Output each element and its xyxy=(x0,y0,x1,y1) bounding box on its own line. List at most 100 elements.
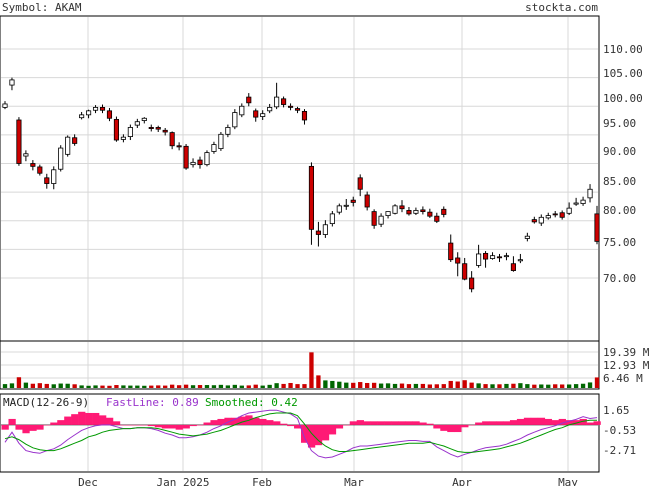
candle-body xyxy=(399,205,405,210)
candle-body xyxy=(510,263,516,271)
volume-bar xyxy=(573,384,579,388)
volume-bar xyxy=(100,385,105,388)
candle-body xyxy=(99,106,106,111)
macd-histogram-bar xyxy=(391,421,399,425)
candle-body xyxy=(253,110,259,118)
volume-bars xyxy=(2,352,600,388)
candle-body xyxy=(531,219,537,223)
candle-body xyxy=(23,153,29,157)
candle-body xyxy=(274,96,280,108)
candle-body xyxy=(489,255,496,259)
macd-histogram-bar xyxy=(196,424,204,426)
candle-body xyxy=(503,255,510,258)
volume-bar xyxy=(9,383,15,388)
volume-bar xyxy=(44,383,49,388)
volume-bar xyxy=(580,383,586,388)
candle-body xyxy=(427,211,433,217)
candle-body xyxy=(169,132,175,147)
macd-histogram-bar xyxy=(140,424,149,426)
volume-bar xyxy=(399,383,405,388)
candle-body xyxy=(476,253,482,266)
volume-bar xyxy=(190,385,196,388)
candle-body xyxy=(441,208,447,215)
macd-histogram-bar xyxy=(224,417,232,425)
macd-histogram-bar xyxy=(189,424,197,427)
macd-histogram-bar xyxy=(99,415,107,425)
volume-bar xyxy=(37,383,42,388)
candle-body xyxy=(246,96,252,104)
candle-body xyxy=(204,152,210,166)
macd-histogram-bar xyxy=(370,421,378,425)
volume-bar xyxy=(532,384,537,388)
candle-body xyxy=(51,169,57,184)
candle-body xyxy=(524,235,530,239)
macd-histogram-bar xyxy=(530,417,539,425)
volume-bar xyxy=(518,383,523,388)
candle-body xyxy=(343,204,349,207)
volume-bar xyxy=(128,385,133,388)
candles xyxy=(2,77,600,293)
price-tick: 100.00 xyxy=(603,92,643,105)
candle-body xyxy=(281,98,287,105)
candle-body xyxy=(413,210,419,214)
volume-bar xyxy=(114,385,119,388)
x-label-jan: Jan 2025 xyxy=(157,476,210,486)
macd-histogram-bar xyxy=(433,424,441,429)
candle-body xyxy=(448,242,454,261)
macd-histogram-bar xyxy=(238,416,246,425)
candle-body xyxy=(566,207,572,214)
volume-bar xyxy=(135,385,140,388)
macd-histogram-bar xyxy=(50,422,58,425)
volume-bar xyxy=(58,383,63,388)
volume-bar xyxy=(225,385,231,388)
volume-bar xyxy=(497,384,502,388)
volume-bar xyxy=(107,385,112,388)
macd-histogram-bar xyxy=(342,424,351,426)
volume-bar xyxy=(448,380,453,388)
macd-histogram-bar xyxy=(252,417,260,425)
volume-bar xyxy=(546,384,551,388)
candle-body xyxy=(92,106,99,111)
candle-body xyxy=(176,145,182,148)
volume-bar xyxy=(434,384,439,388)
volume-bar xyxy=(476,383,481,388)
macd-histogram-bar xyxy=(426,423,434,425)
candle-body xyxy=(455,257,461,264)
macd-histogram-bar xyxy=(203,422,211,425)
macd-histogram-bar xyxy=(516,418,525,425)
candle-body xyxy=(9,79,15,86)
volume-bar xyxy=(309,352,314,388)
macd-histogram-bar xyxy=(119,424,128,426)
candle-body xyxy=(141,117,147,121)
candle-body xyxy=(162,129,168,133)
macd-histogram-bar xyxy=(43,424,51,426)
candle-body xyxy=(260,113,266,117)
volume-bar xyxy=(169,384,175,388)
macd-axis: 1.65 -0.53 -2.71 xyxy=(603,404,636,457)
volume-bar xyxy=(441,384,446,388)
macd-histogram-bar xyxy=(523,417,532,425)
candle-body xyxy=(225,127,231,135)
macd-histogram-bar xyxy=(259,418,267,425)
candle-body xyxy=(315,230,321,235)
macd-histogram-bar xyxy=(475,422,483,425)
candle-body xyxy=(287,105,294,108)
macd-histogram-bar xyxy=(182,424,190,429)
volume-bar xyxy=(525,384,530,388)
candle-body xyxy=(378,215,384,225)
volume-bar xyxy=(16,377,22,388)
volume-bar xyxy=(566,384,572,388)
candle-body xyxy=(469,277,475,290)
macd-tick: 1.65 xyxy=(603,404,630,417)
candle-body xyxy=(406,210,412,215)
price-tick: 95.00 xyxy=(603,117,636,130)
candle-body xyxy=(552,213,558,216)
volume-bar xyxy=(406,384,412,388)
volume-bar xyxy=(267,384,272,388)
volume-bar xyxy=(93,385,98,388)
candle-body xyxy=(134,121,140,126)
macd-histogram-bar xyxy=(558,418,566,425)
macd-histogram-bar xyxy=(217,418,225,425)
candle-body xyxy=(364,194,370,208)
macd-histogram-bar xyxy=(363,421,371,425)
